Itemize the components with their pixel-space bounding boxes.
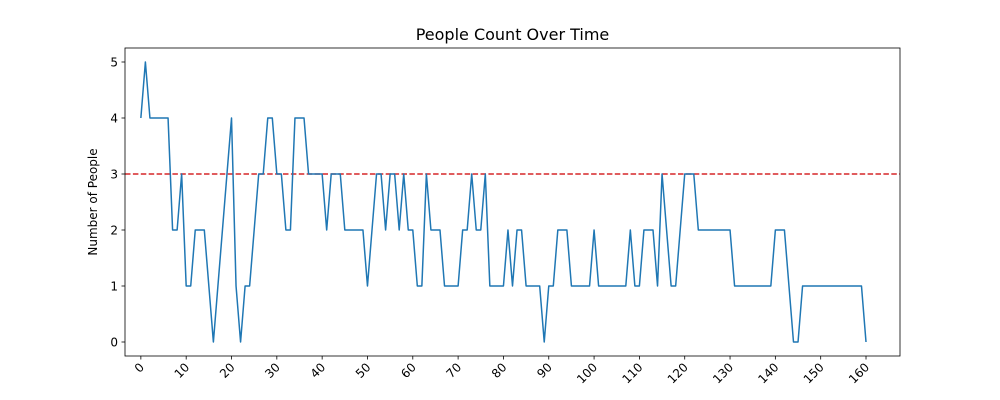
y-tick-label-3: 3	[110, 168, 118, 182]
y-axis-label: Number of People	[86, 148, 100, 255]
series-line-0	[140, 61, 867, 343]
y-tick-label-1: 1	[110, 280, 118, 294]
axes-frame	[124, 47, 901, 357]
chart-title: People Count Over Time	[416, 25, 610, 44]
y-tick-label-0: 0	[110, 336, 118, 350]
y-tick-label-5: 5	[110, 56, 118, 70]
y-tick-label-2: 2	[110, 224, 118, 238]
y-tick-label-4: 4	[110, 112, 118, 126]
